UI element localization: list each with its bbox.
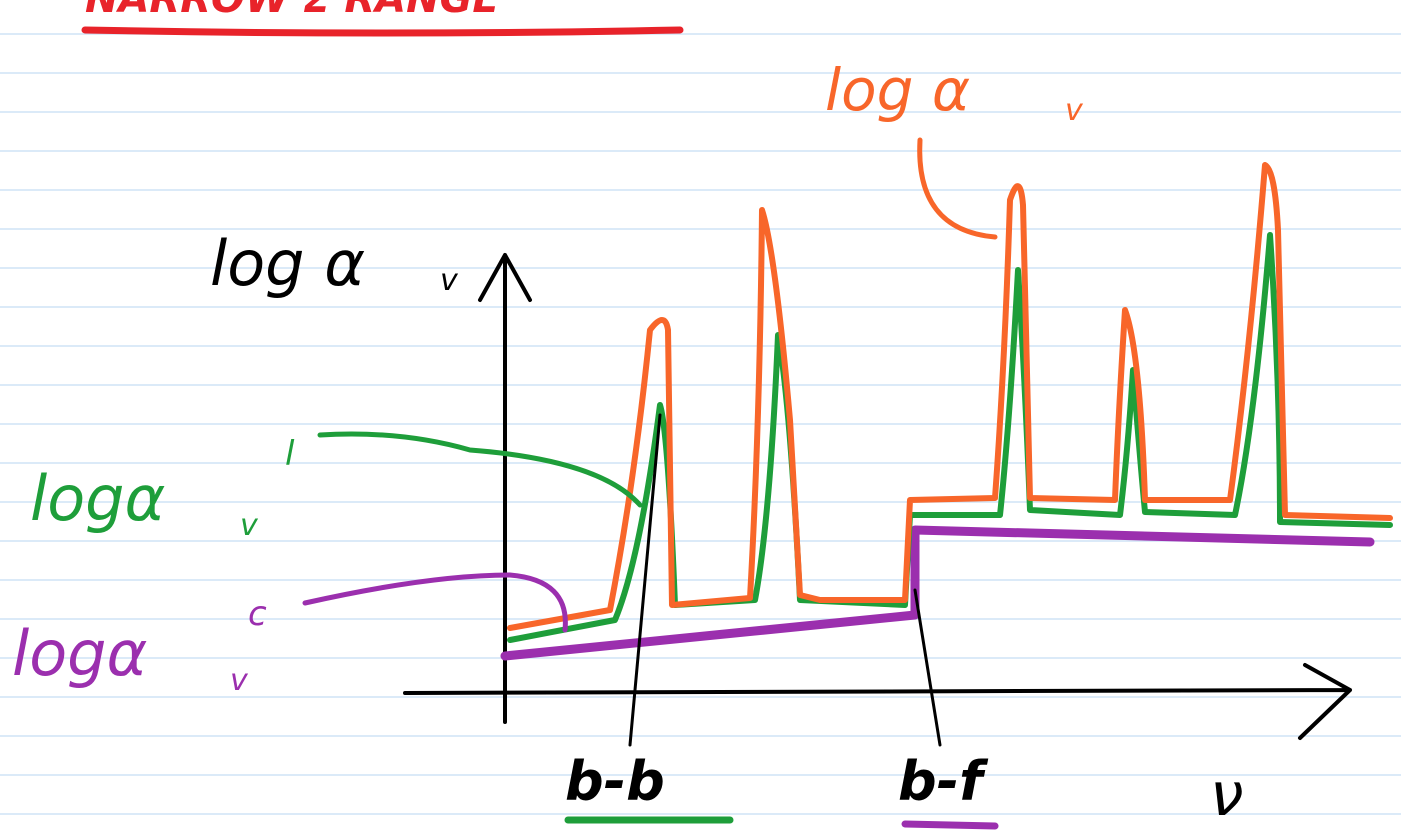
- curve-label-sub: v: [1065, 93, 1084, 128]
- feature-underline: [905, 824, 995, 826]
- pointer-total: [920, 140, 995, 237]
- curve-label-sup: c: [248, 594, 267, 634]
- feature-label: b-b: [565, 750, 665, 813]
- curve-label: log α: [825, 56, 970, 124]
- title-underline: [85, 30, 680, 33]
- total-curve: [510, 165, 1390, 628]
- curve-label-sub: v: [240, 508, 259, 543]
- curve-label-sup: l: [285, 434, 295, 474]
- x-axis: [405, 665, 1350, 738]
- curve-label-sub: v: [230, 663, 249, 698]
- pointer-continuum: [305, 575, 565, 630]
- curve-label: logα: [12, 617, 147, 690]
- curve-label: logα: [30, 462, 165, 535]
- feature-label: b-f: [898, 750, 989, 813]
- title: NARROW Σ RANGE: [85, 0, 500, 22]
- x-axis-label: ν: [1210, 760, 1244, 830]
- y-axis-label-sub: v: [440, 263, 459, 298]
- ruled-lines: [0, 34, 1401, 814]
- pointer-bf: [915, 590, 940, 745]
- note-page: NARROW Σ RANGE log α v ν log α v logα v …: [0, 0, 1401, 834]
- pointer-line: [320, 434, 640, 505]
- y-axis-label: log α: [210, 227, 365, 300]
